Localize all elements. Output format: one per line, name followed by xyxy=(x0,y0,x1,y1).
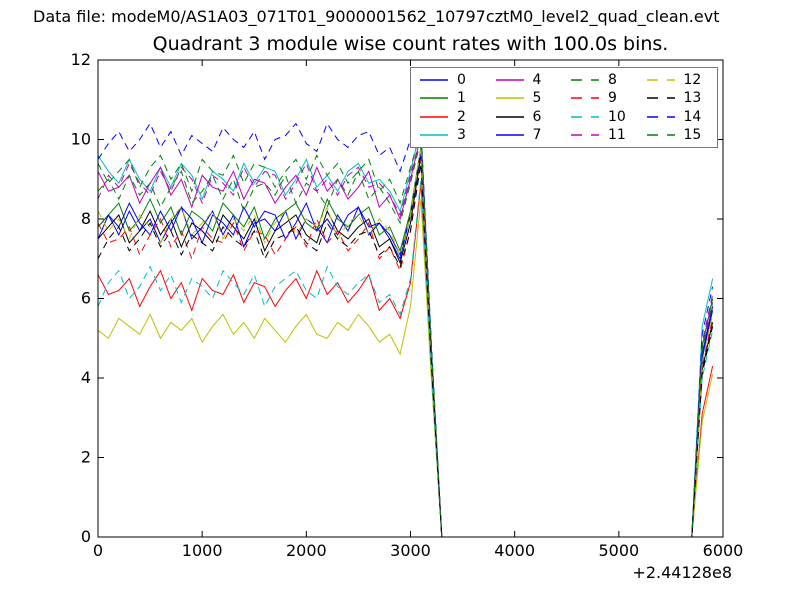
legend-label: 2 xyxy=(457,108,466,125)
legend-line-sample xyxy=(571,97,599,100)
legend-item-3: 3 xyxy=(413,128,489,142)
legend-label: 6 xyxy=(532,108,542,125)
legend-label: 13 xyxy=(683,90,702,107)
legend-line-sample xyxy=(420,79,448,81)
legend-item-13: 13 xyxy=(640,91,716,105)
legend-item-2: 2 xyxy=(413,110,489,124)
series-line-10 xyxy=(97,179,714,538)
x-tick-label: 4000 xyxy=(494,541,535,560)
legend-line-sample xyxy=(495,97,524,100)
legend-label: 10 xyxy=(608,108,626,125)
legend-line-sample xyxy=(420,115,448,118)
legend-item-15: 15 xyxy=(640,128,716,142)
y-tick-label: 6 xyxy=(81,289,91,308)
series-line-11 xyxy=(97,135,714,538)
legend-label: 4 xyxy=(532,72,542,89)
legend-label: 5 xyxy=(532,90,542,107)
legend-label: 7 xyxy=(532,126,542,143)
legend-label: 3 xyxy=(457,126,466,143)
x-tick-label: 1000 xyxy=(182,541,223,560)
legend-line-sample xyxy=(571,79,599,81)
legend-line-sample xyxy=(420,134,448,136)
legend-line-sample xyxy=(495,79,524,81)
legend-line-sample xyxy=(495,115,524,118)
y-tick-label: 2 xyxy=(81,448,91,467)
legend-label: 8 xyxy=(608,72,617,89)
y-tick-label: 0 xyxy=(81,527,91,546)
legend-item-4: 4 xyxy=(489,73,565,87)
legend-item-11: 11 xyxy=(564,128,640,142)
legend-item-1: 1 xyxy=(413,91,489,105)
datafile-label: Data file: modeM0/AS1A03_071T01_90000015… xyxy=(33,7,720,26)
legend-line-sample xyxy=(646,115,675,118)
tick-marks xyxy=(97,59,724,538)
legend-line-sample xyxy=(646,79,675,81)
y-tick-label: 4 xyxy=(81,368,91,387)
legend-line-sample xyxy=(495,134,524,136)
x-tick-label: 3000 xyxy=(390,541,431,560)
legend-label: 9 xyxy=(608,90,617,107)
legend-line-sample xyxy=(646,97,675,100)
x-tick-label: 0 xyxy=(93,541,103,560)
legend-label: 14 xyxy=(683,108,702,125)
legend-label: 12 xyxy=(683,72,702,89)
chart-title: Quadrant 3 module wise count rates with … xyxy=(152,33,669,55)
legend-item-5: 5 xyxy=(489,91,565,105)
series-line-9 xyxy=(97,159,714,538)
legend-line-sample xyxy=(571,115,599,118)
y-tick-label: 12 xyxy=(71,50,91,69)
legend-label: 1 xyxy=(457,90,466,107)
y-tick-label: 10 xyxy=(71,130,91,149)
legend-item-14: 14 xyxy=(640,110,716,124)
legend-item-6: 6 xyxy=(489,110,565,124)
legend-line-sample xyxy=(646,134,675,136)
legend-label: 15 xyxy=(683,126,702,143)
legend-label: 11 xyxy=(608,126,626,143)
legend-item-8: 8 xyxy=(564,73,640,87)
legend-item-12: 12 xyxy=(640,73,716,87)
y-tick-label: 8 xyxy=(81,209,91,228)
legend-label: 0 xyxy=(457,72,466,89)
series-line-8 xyxy=(97,139,714,538)
x-tick-label: 6000 xyxy=(703,541,744,560)
legend-line-sample xyxy=(571,134,599,136)
x-tick-label: 5000 xyxy=(598,541,639,560)
legend-item-9: 9 xyxy=(564,91,640,105)
x-axis-offset-label: +2.44128e8 xyxy=(632,563,732,582)
legend-line-sample xyxy=(420,97,448,100)
legend: 0 4 8 12 1 5 9 13 2 6 10 14 3 7 11 15 xyxy=(410,67,718,148)
legend-item-10: 10 xyxy=(564,110,640,124)
legend-item-7: 7 xyxy=(489,128,565,142)
legend-item-0: 0 xyxy=(413,73,489,87)
x-tick-label: 2000 xyxy=(286,541,327,560)
